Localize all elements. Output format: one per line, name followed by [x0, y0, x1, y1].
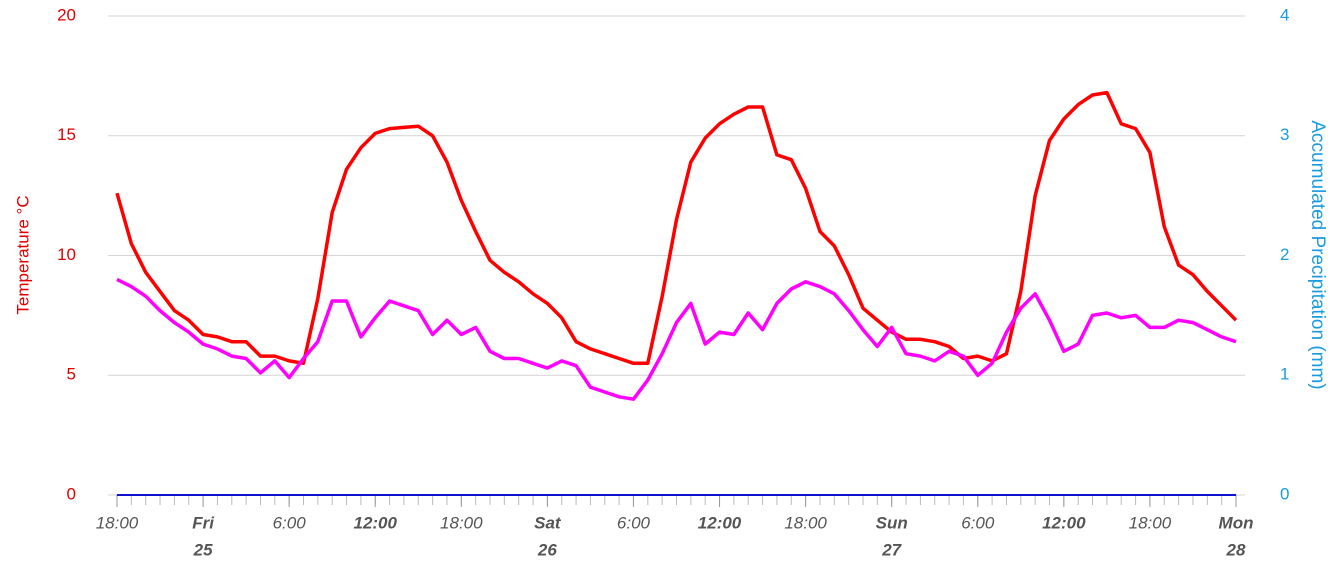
- y2-tick-label: 4: [1280, 5, 1289, 24]
- y-tick-label: 5: [67, 365, 76, 384]
- x-tick-sublabel: 25: [193, 540, 213, 559]
- x-tick-label: 12:00: [698, 513, 742, 532]
- x-tick-label: Sun: [876, 513, 908, 532]
- x-tick-sublabel: 27: [881, 540, 902, 559]
- x-tick-label: Fri: [192, 513, 215, 532]
- y-tick-label: 0: [67, 484, 76, 503]
- x-tick-label: 18:00: [96, 513, 139, 532]
- y-tick-label: 20: [57, 5, 76, 24]
- x-tick-label: 12:00: [1042, 513, 1086, 532]
- y-tick-label: 10: [57, 245, 76, 264]
- x-tick-label: 6:00: [617, 513, 651, 532]
- y2-axis-title: Accumulated Precipitation (mm): [1307, 120, 1328, 389]
- x-tick-sublabel: 26: [537, 540, 557, 559]
- y2-tick-label: 3: [1280, 125, 1289, 144]
- series-line: [116, 277, 1237, 401]
- x-tick-label: 18:00: [1129, 513, 1172, 532]
- y2-tick-label: 0: [1280, 484, 1289, 503]
- series-line: [115, 90, 1238, 366]
- x-tick-label: Mon: [1219, 513, 1254, 532]
- y-axis-title: Temperature °C: [13, 195, 32, 314]
- x-tick-label: Sat: [534, 513, 562, 532]
- y2-tick-label: 2: [1280, 245, 1289, 264]
- y-tick-label: 15: [57, 125, 76, 144]
- x-tick-label: 18:00: [784, 513, 827, 532]
- x-tick-label: 6:00: [961, 513, 995, 532]
- x-tick-label: 6:00: [273, 513, 307, 532]
- x-tick-label: 12:00: [353, 513, 397, 532]
- y2-tick-label: 1: [1280, 365, 1289, 384]
- x-tick-sublabel: 28: [1226, 540, 1246, 559]
- x-tick-label: 18:00: [440, 513, 483, 532]
